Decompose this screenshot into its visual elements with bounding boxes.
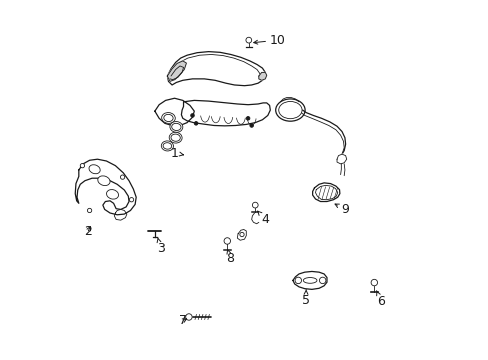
Circle shape: [245, 37, 251, 43]
Circle shape: [252, 202, 258, 208]
Circle shape: [185, 314, 192, 320]
Polygon shape: [75, 159, 136, 215]
Ellipse shape: [169, 132, 182, 143]
Circle shape: [294, 277, 301, 284]
Ellipse shape: [161, 141, 173, 151]
Circle shape: [370, 279, 377, 286]
Text: 2: 2: [83, 225, 92, 238]
Polygon shape: [258, 72, 266, 80]
Polygon shape: [181, 100, 270, 126]
Text: 6: 6: [376, 291, 384, 308]
Circle shape: [190, 114, 194, 117]
Circle shape: [80, 163, 84, 168]
Polygon shape: [155, 98, 194, 126]
Ellipse shape: [275, 99, 305, 121]
Text: 9: 9: [334, 203, 348, 216]
Polygon shape: [336, 154, 346, 164]
Text: 8: 8: [226, 249, 234, 265]
Polygon shape: [237, 229, 246, 240]
Text: 5: 5: [301, 289, 309, 307]
Ellipse shape: [89, 165, 100, 174]
Ellipse shape: [171, 134, 180, 141]
Circle shape: [129, 198, 133, 202]
Polygon shape: [167, 51, 265, 86]
Circle shape: [239, 232, 244, 237]
Ellipse shape: [163, 114, 173, 122]
Ellipse shape: [171, 123, 181, 131]
Polygon shape: [292, 271, 326, 289]
Circle shape: [194, 122, 198, 125]
Polygon shape: [167, 61, 186, 81]
Circle shape: [249, 124, 253, 127]
Text: 10: 10: [253, 33, 285, 47]
Ellipse shape: [303, 278, 316, 283]
Ellipse shape: [169, 122, 183, 132]
Text: 3: 3: [156, 238, 164, 255]
Circle shape: [246, 117, 249, 120]
Circle shape: [224, 238, 230, 244]
Circle shape: [87, 208, 92, 213]
Text: 7: 7: [179, 314, 187, 327]
Ellipse shape: [106, 190, 118, 199]
Ellipse shape: [163, 143, 171, 149]
Text: 1: 1: [171, 147, 183, 159]
Polygon shape: [312, 183, 339, 202]
Text: 4: 4: [257, 211, 269, 226]
Circle shape: [120, 175, 124, 179]
Polygon shape: [114, 210, 126, 220]
Circle shape: [319, 277, 325, 284]
Ellipse shape: [98, 176, 110, 185]
Ellipse shape: [278, 102, 302, 119]
Ellipse shape: [162, 113, 175, 123]
